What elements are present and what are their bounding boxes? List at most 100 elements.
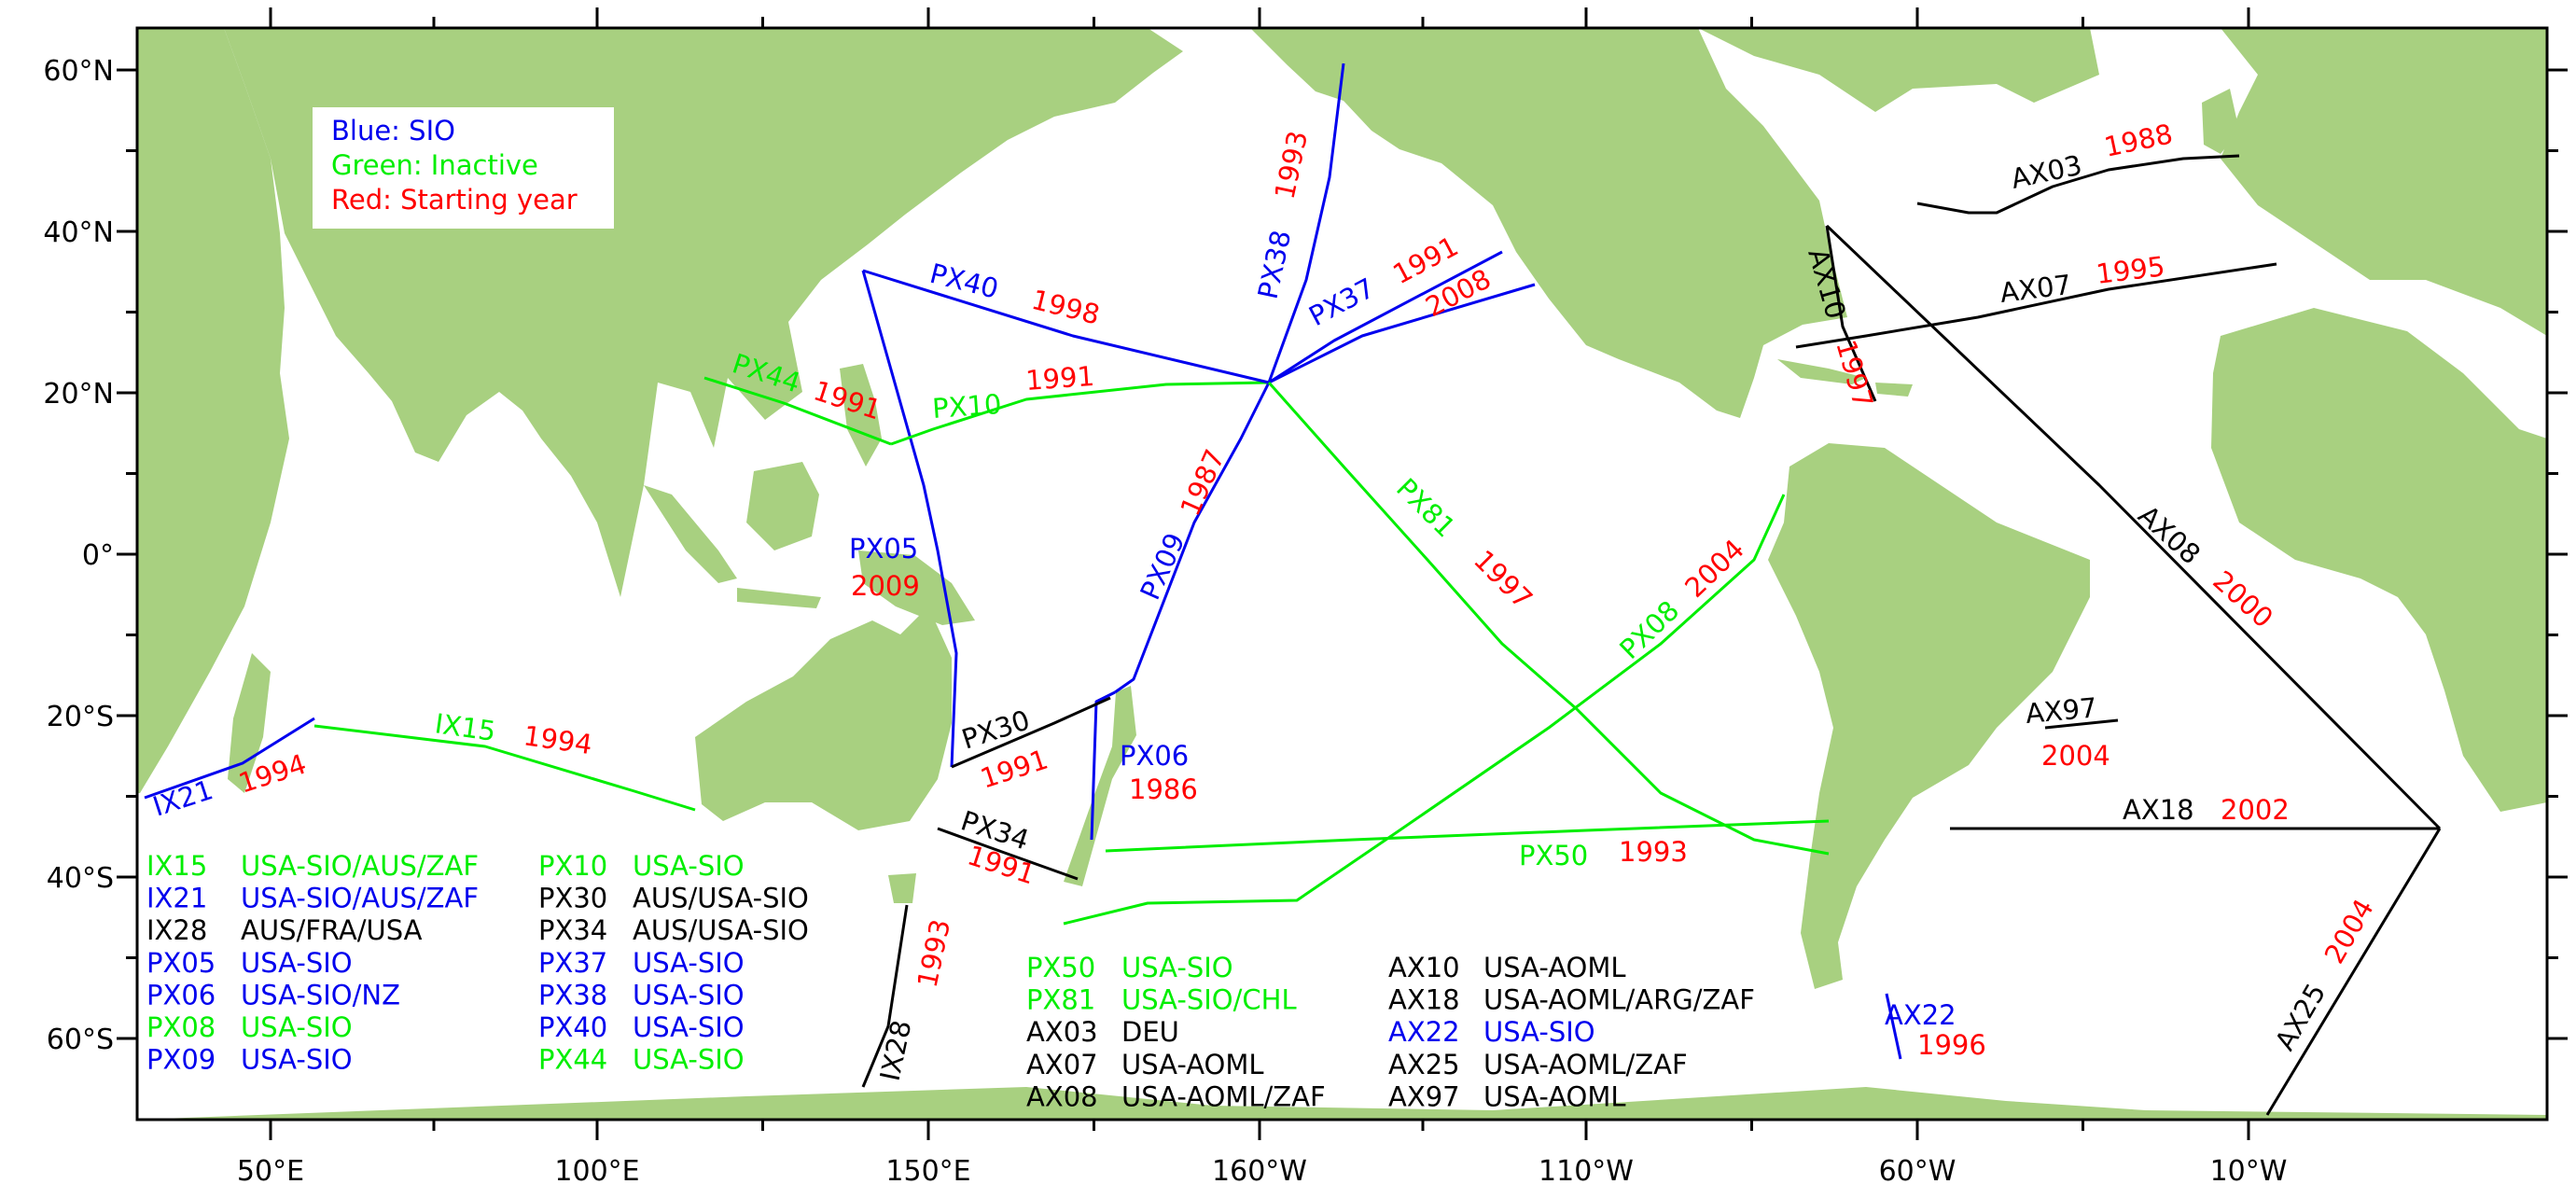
operator-row-id: AX10	[1388, 952, 1460, 983]
japan-landmass	[851, 140, 942, 229]
ax08-line	[1825, 224, 2442, 830]
operator-row-org: USA-AOML/ZAF	[1483, 1049, 1688, 1080]
px38-label-year: 1993	[1269, 128, 1315, 202]
borneo-landmass	[746, 462, 819, 550]
px50-label-year: 1993	[1619, 836, 1688, 868]
x-tick-label: 150°E	[885, 1155, 970, 1188]
x-tick-labels: 50°E 100°E 150°E 160°W 110°W 60°W 10°W	[237, 1155, 2287, 1188]
operator-row-id: AX18	[1388, 984, 1460, 1016]
x-tick-label: 10°W	[2210, 1155, 2288, 1188]
operator-row-org: USA-AOML	[1121, 1049, 1264, 1080]
px44-line	[703, 376, 892, 446]
ax25-label-id: AX25	[2269, 978, 2332, 1055]
px81-label-year: 1997	[1468, 544, 1539, 615]
operator-row-org: USA-SIO/AUS/ZAF	[241, 883, 479, 914]
px30-line	[951, 696, 1111, 769]
px50-label-id: PX50	[1519, 840, 1588, 871]
px06-line	[1090, 690, 1116, 841]
ax22-label-id: AX22	[1885, 999, 1956, 1031]
operator-row-id: IX15	[146, 850, 207, 882]
south-america-landmass	[1768, 443, 2090, 989]
operator-row-id: IX28	[146, 914, 207, 946]
operator-row-id: PX40	[538, 1011, 607, 1043]
y-tick-label: 20°S	[47, 701, 114, 733]
ax07-label-year: 1995	[2095, 250, 2166, 290]
ax97-label-id: AX97	[2025, 691, 2098, 730]
operator-row-org: USA-SIO	[241, 1044, 353, 1076]
ax08-label-id: AX08	[2132, 499, 2207, 571]
color-legend: Blue: SIO Green: Inactive Red: Starting …	[313, 107, 614, 229]
px50-line	[1105, 819, 1830, 853]
px81-line	[1267, 382, 1830, 856]
operator-row-id: PX81	[1026, 984, 1095, 1016]
british-isles-landmass	[2202, 89, 2239, 154]
ix28-line	[861, 904, 909, 1088]
new-guinea-landmass	[858, 550, 975, 625]
y-tick-label: 40°S	[47, 862, 114, 895]
operator-row-id: PX09	[146, 1044, 216, 1076]
operator-row-org: USA-SIO	[241, 947, 353, 979]
arctic-islands-landmass	[1698, 28, 2099, 112]
operator-row-org: USA-SIO/NZ	[241, 979, 400, 1010]
ix21-line	[144, 717, 315, 800]
axis-ticks	[117, 7, 2568, 1140]
ax97-line	[2044, 718, 2119, 730]
madagascar-landmass	[228, 653, 271, 793]
operator-row-org: USA-AOML/ZAF	[1121, 1080, 1326, 1112]
operator-row-org: USA-SIO	[1483, 1016, 1595, 1048]
operator-row-id: AX25	[1388, 1049, 1460, 1080]
operator-row-id: PX38	[538, 979, 607, 1010]
ax03-label-year: 1988	[2101, 118, 2175, 163]
x-tick-label: 110°W	[1539, 1155, 1634, 1188]
ix15-line	[313, 724, 696, 812]
ax22-label-year: 1996	[1917, 1029, 1986, 1061]
land-masses	[137, 28, 2547, 1120]
px08-line	[1063, 494, 1786, 926]
line-labels: IX15 1994 IX21 1994 IX28 1993 PX05 2009 …	[149, 118, 2380, 1083]
px10-label-id: PX10	[931, 388, 1002, 425]
px05-label-id: PX05	[849, 533, 918, 564]
operator-row-org: USA-SIO	[633, 1011, 745, 1043]
legend-green-text: Green: Inactive	[331, 149, 538, 181]
px06-label-year: 1986	[1129, 773, 1198, 805]
px09-label-year: 1987	[1174, 445, 1231, 521]
europe-landmass	[2221, 28, 2547, 336]
y-tick-label: 60°S	[47, 1024, 114, 1056]
ax25-line	[2265, 828, 2442, 1116]
west-africa-landmass	[2211, 308, 2547, 812]
operator-row-id: PX08	[146, 1011, 216, 1043]
px38-line	[1267, 63, 1345, 383]
operator-row-org: USA-SIO	[633, 979, 745, 1010]
px37-line	[1268, 250, 1503, 384]
australia-landmass	[695, 606, 952, 830]
operator-row-org: USA-SIO	[633, 947, 745, 979]
ax18-label-year: 2002	[2221, 794, 2290, 826]
ax03-line	[1916, 154, 2240, 215]
ax10-line	[1825, 225, 1877, 402]
legend-blue-text: Blue: SIO	[331, 115, 455, 146]
operator-row-org: USA-SIO	[241, 1011, 353, 1043]
px40-label-year: 1998	[1028, 284, 1103, 331]
ax03-label-id: AX03	[2008, 149, 2084, 195]
legend-box	[313, 107, 614, 229]
px38-label-id: PX38	[1252, 228, 1298, 302]
px09-label-id: PX09	[1134, 528, 1191, 605]
operator-row-org: AUS/USA-SIO	[633, 883, 809, 914]
operator-row-org: USA-AOML/ARG/ZAF	[1483, 984, 1755, 1016]
operator-row-org: USA-AOML	[1483, 1080, 1626, 1112]
px08-label-year: 2004	[1678, 533, 1750, 604]
px05-line	[861, 270, 958, 768]
y-tick-label: 20°N	[43, 378, 114, 411]
map-frame	[117, 7, 2568, 1140]
operator-row-id: AX22	[1388, 1016, 1460, 1048]
px10-line	[890, 381, 1270, 446]
operator-row-org: AUS/FRA/USA	[241, 914, 423, 946]
ix28-label-year: 1993	[912, 916, 957, 990]
px40-line	[862, 269, 1270, 384]
transect-lines	[144, 63, 2442, 1116]
operator-row-id: PX30	[538, 883, 607, 914]
px05-label-year: 2009	[851, 570, 920, 602]
operator-row-id: AX03	[1026, 1016, 1098, 1048]
operator-row-id: IX21	[146, 883, 207, 914]
operator-row-org: USA-SIO/CHL	[1121, 984, 1297, 1016]
